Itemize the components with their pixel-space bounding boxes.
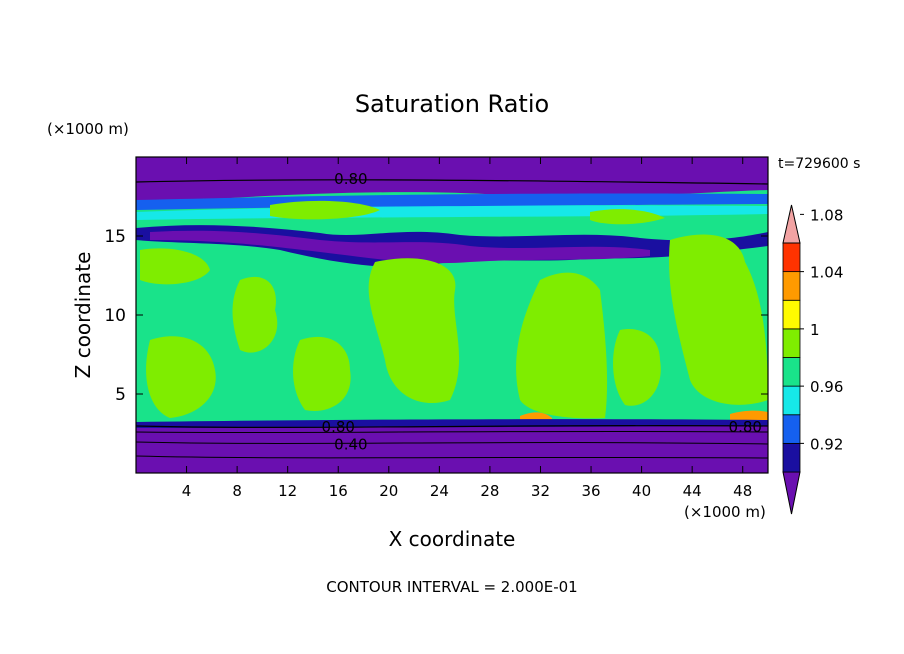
contour-labels: 0.800.800.400.80 [322,170,762,454]
contour-interval-note: CONTOUR INTERVAL = 2.000E-01 [326,578,577,596]
x-tick-label: 48 [733,482,752,500]
patch-g [293,336,351,411]
x-tick-label: 8 [232,482,242,500]
x-tick-label: 40 [632,482,651,500]
colorbar-lower-triangle [782,471,801,515]
patch-i [270,200,380,220]
colorbar-tick-label: 1 [810,321,820,339]
chart-title: Saturation Ratio [355,90,549,118]
colorbar-tick-label: 1.08 [810,206,843,224]
y-tick-label: 10 [104,306,126,326]
time-label: t=729600 s [778,156,860,172]
colorbar-band [782,299,801,330]
colorbar-band [782,271,801,301]
contour-label: 0.80 [334,170,367,188]
x-tick-label: 20 [379,482,398,500]
warm-edge-2 [730,410,768,420]
upper-dry-core [150,230,650,264]
x-tick-label: 24 [430,482,449,500]
x-tick-label: 28 [480,482,499,500]
x-tick-label: 44 [683,482,702,500]
x-axis-ticks: 4 8 12 16 20 24 28 32 36 40 44 48 [182,157,752,500]
colorbar-band [782,242,801,273]
colorbar-tick-label: 1.04 [810,264,843,282]
x-tick-label: 16 [329,482,348,500]
patch-d [516,272,608,419]
colorbar-band [782,328,801,358]
y-tick-label: 5 [115,385,126,405]
contour-label: 0.40 [334,436,367,454]
x-tick-label: 36 [581,482,600,500]
colorbar-upper-triangle [782,204,801,244]
colorbar-band [782,385,801,416]
x-axis-label: X coordinate [389,527,516,551]
x-tick-label: 4 [182,482,192,500]
patch-h [613,329,661,406]
y-axis-ticks: 5 10 15 [104,227,768,405]
x-tick-label: 32 [531,482,550,500]
contour-label: 0.80 [729,418,762,436]
x-unit-label: (×1000 m) [684,503,766,521]
patch-e [669,234,768,405]
y-unit-label: (×1000 m) [47,120,129,138]
colorbar-tick-label: 0.96 [810,378,843,396]
colorbar-band [782,414,801,444]
patch-j [590,209,665,225]
patch-b [232,276,278,353]
y-axis-label: Z coordinate [71,252,95,379]
colorbar-tick-label: 0.92 [810,435,843,453]
x-tick-label: 12 [278,482,297,500]
colorbar: 0.92 0.96 1 1.04 1.08 [782,204,843,515]
colorbar-band [782,357,801,387]
contour-label: 0.80 [322,418,355,436]
patch-a [140,248,210,285]
contour-field [136,157,768,473]
colorbar-band [782,442,801,473]
patch-c [368,258,460,404]
y-tick-label: 15 [104,227,126,247]
patch-f [146,336,216,418]
